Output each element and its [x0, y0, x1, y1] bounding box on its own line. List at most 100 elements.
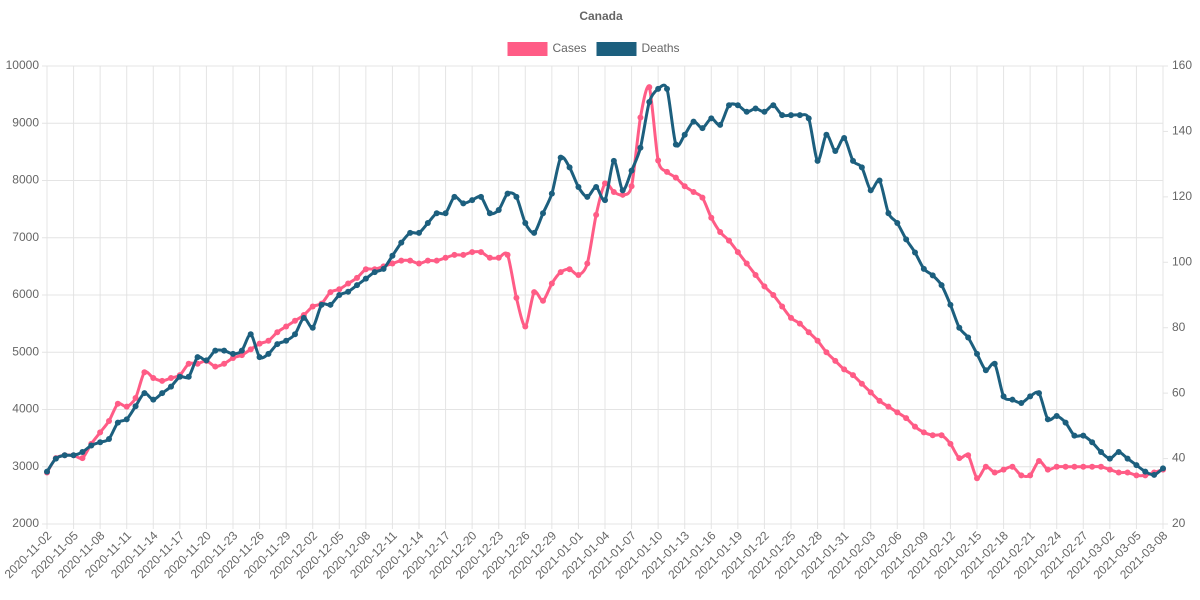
y2-tick-label: 120	[1172, 189, 1192, 203]
data-point	[336, 292, 343, 298]
data-point	[132, 403, 139, 410]
data-point	[1071, 463, 1078, 470]
data-point	[690, 118, 697, 125]
data-point	[380, 265, 387, 272]
data-point	[79, 449, 86, 456]
data-point	[628, 183, 635, 190]
data-point	[770, 292, 777, 298]
data-point	[398, 257, 405, 264]
data-point	[513, 193, 520, 200]
data-point	[894, 220, 901, 227]
data-point	[416, 229, 422, 236]
data-point	[398, 239, 405, 246]
data-point	[176, 373, 183, 380]
data-point	[442, 254, 449, 261]
data-point	[1151, 471, 1158, 478]
data-point	[522, 220, 529, 227]
y2-tick-label: 20	[1172, 516, 1186, 530]
data-point	[416, 260, 422, 267]
data-point	[150, 396, 157, 403]
data-point	[185, 373, 192, 380]
data-point	[1080, 432, 1087, 439]
data-point	[575, 271, 582, 278]
data-point	[912, 249, 918, 256]
data-point	[584, 193, 591, 200]
data-point	[97, 429, 104, 436]
data-point	[566, 266, 573, 273]
data-point	[61, 452, 68, 459]
data-point	[230, 350, 236, 357]
data-point	[637, 114, 644, 121]
data-point	[619, 187, 626, 194]
data-point	[433, 257, 440, 264]
data-point	[1098, 449, 1104, 456]
data-point	[1106, 466, 1113, 473]
data-point	[681, 131, 688, 138]
y-tick-label: 8000	[12, 173, 39, 187]
data-point	[885, 210, 892, 217]
y-tick-label: 5000	[12, 344, 39, 358]
data-point	[805, 329, 812, 336]
data-point	[947, 440, 954, 447]
y-tick-label: 3000	[12, 459, 39, 473]
data-point	[664, 168, 670, 175]
data-point	[593, 184, 600, 191]
data-point	[1115, 449, 1122, 456]
data-point	[194, 354, 201, 361]
data-point	[1009, 396, 1016, 403]
data-point	[265, 337, 272, 344]
data-point	[1124, 469, 1131, 476]
data-point	[327, 301, 334, 308]
data-point	[956, 455, 963, 462]
data-point	[283, 337, 290, 344]
data-point	[309, 324, 316, 331]
data-point	[256, 340, 263, 347]
data-point	[292, 331, 298, 338]
data-point	[903, 236, 910, 243]
data-point	[247, 346, 254, 353]
legend-swatch	[507, 42, 548, 56]
data-point	[495, 254, 502, 261]
data-point	[1053, 413, 1060, 420]
data-point	[876, 177, 883, 184]
data-point	[168, 383, 174, 390]
data-point	[1036, 458, 1042, 465]
data-point	[1133, 472, 1140, 479]
data-point	[938, 282, 945, 289]
data-point	[708, 214, 715, 221]
data-point	[850, 372, 856, 379]
data-point	[876, 397, 883, 404]
data-point	[1124, 455, 1131, 462]
data-point	[106, 435, 112, 442]
data-point	[734, 102, 741, 109]
data-point	[965, 334, 972, 341]
data-point	[708, 115, 715, 122]
data-point	[513, 294, 520, 301]
data-point	[1062, 419, 1069, 426]
data-point	[672, 174, 679, 181]
data-point	[726, 102, 732, 109]
data-point	[610, 188, 617, 195]
data-point	[699, 194, 706, 201]
data-point	[823, 349, 830, 356]
data-point	[1160, 465, 1166, 472]
y2-tick-label: 40	[1172, 451, 1186, 465]
data-point	[265, 350, 272, 357]
y2-tick-label: 140	[1172, 124, 1192, 138]
data-point	[912, 423, 918, 430]
data-point	[531, 289, 538, 296]
data-point	[159, 377, 166, 384]
data-point	[486, 254, 493, 261]
legend-label: Cases	[553, 41, 587, 55]
data-point	[593, 211, 600, 218]
data-point	[566, 164, 573, 171]
data-point	[1133, 462, 1140, 469]
data-point	[584, 260, 591, 267]
data-point	[504, 190, 511, 197]
data-point	[354, 274, 360, 281]
data-point	[548, 280, 555, 287]
data-point	[1098, 463, 1104, 470]
data-point	[974, 475, 980, 482]
